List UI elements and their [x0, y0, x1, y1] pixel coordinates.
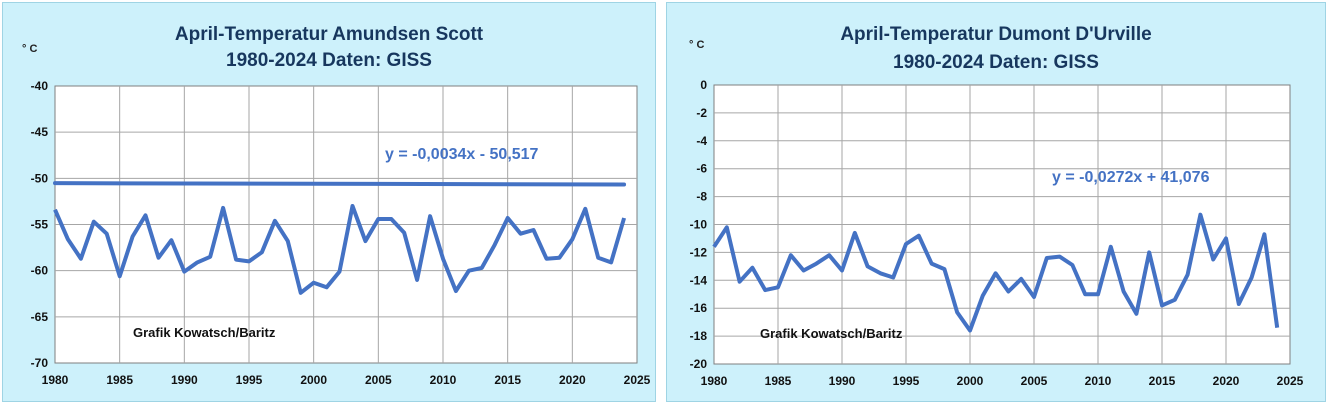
- chart-svg-amundsen-scott: 1980 1985 1990 1995 2000 2005 2010 2015 2020 2025…: [31, 79, 651, 387]
- y-tick-label: -10: [690, 218, 708, 232]
- y-tick-label: -20: [690, 357, 708, 371]
- y-tick-label: -6: [696, 162, 707, 176]
- chart-panel-amundsen-scott: 1980 1985 1990 1995 2000 2005 2010 2015 2020 2025…: [2, 2, 656, 402]
- y-tick-label: -50: [31, 171, 49, 185]
- y-tick-label: -70: [31, 356, 49, 370]
- trend-equation: y = -0,0272x + 41,076: [1052, 169, 1210, 186]
- x-tick-label: 2010: [430, 373, 457, 387]
- x-tick-label: 2020: [559, 373, 586, 387]
- y-tick-label: -55: [31, 218, 49, 232]
- y-tick-label: -16: [690, 301, 708, 315]
- chart-title-line2: 1980-2024 Daten: GISS: [226, 50, 432, 71]
- chart-credit: Grafik Kowatsch/Baritz: [133, 325, 276, 340]
- x-tick-label: 2000: [957, 374, 984, 388]
- chart-svg-dumont-durville: 1980 1985 1990 1995 2000 2005 2010 2015 2020 2025…: [690, 78, 1304, 388]
- x-tick-label: 1995: [236, 373, 263, 387]
- x-tick-label: 1985: [106, 373, 133, 387]
- y-axis-unit: ° C: [22, 43, 38, 55]
- x-tick-label: 2000: [300, 373, 327, 387]
- trend-equation: y = -0,0034x - 50,517: [385, 146, 539, 163]
- x-tick-label: 1990: [829, 374, 856, 388]
- series-line: [53, 204, 627, 295]
- x-tick-label: 2005: [1021, 374, 1048, 388]
- x-tick-label: 2025: [1277, 374, 1304, 388]
- trend-line: [53, 181, 627, 187]
- chart-panel-dumont-durville: 1980 1985 1990 1995 2000 2005 2010 2015 2020 2025…: [666, 2, 1326, 402]
- x-tick-label: 2015: [494, 373, 521, 387]
- x-tick-label: 1990: [171, 373, 198, 387]
- y-tick-label: -12: [690, 245, 708, 259]
- y-tick-label: -2: [696, 106, 707, 120]
- x-tick-label: 2015: [1149, 374, 1176, 388]
- chart-credit: Grafik Kowatsch/Baritz: [760, 326, 903, 341]
- y-tick-label: -4: [696, 134, 707, 148]
- x-tick-label: 2010: [1085, 374, 1112, 388]
- y-tick-label: -45: [31, 125, 49, 139]
- x-tick-label: 2005: [365, 373, 392, 387]
- y-tick-label: -60: [31, 264, 49, 278]
- chart-title-line1: April-Temperatur Amundsen Scott: [174, 24, 484, 45]
- x-tick-label: 1980: [701, 374, 728, 388]
- x-tick-label: 2025: [624, 373, 651, 387]
- y-tick-label: -8: [696, 190, 707, 204]
- y-axis-unit: ° C: [689, 39, 705, 51]
- x-tick-label: 1980: [42, 373, 69, 387]
- y-tick-label: -65: [31, 310, 49, 324]
- chart-title-line1: April-Temperatur Dumont D'Urville: [840, 24, 1152, 45]
- x-tick-label: 1995: [893, 374, 920, 388]
- y-tick-label: -40: [31, 79, 49, 93]
- y-tick-label: 0: [700, 78, 707, 92]
- x-tick-label: 2020: [1213, 374, 1240, 388]
- y-tick-label: -14: [690, 273, 708, 287]
- series-line: [712, 212, 1280, 333]
- chart-title-line2: 1980-2024 Daten: GISS: [893, 52, 1099, 73]
- y-tick-label: -18: [690, 329, 708, 343]
- x-tick-label: 1985: [765, 374, 792, 388]
